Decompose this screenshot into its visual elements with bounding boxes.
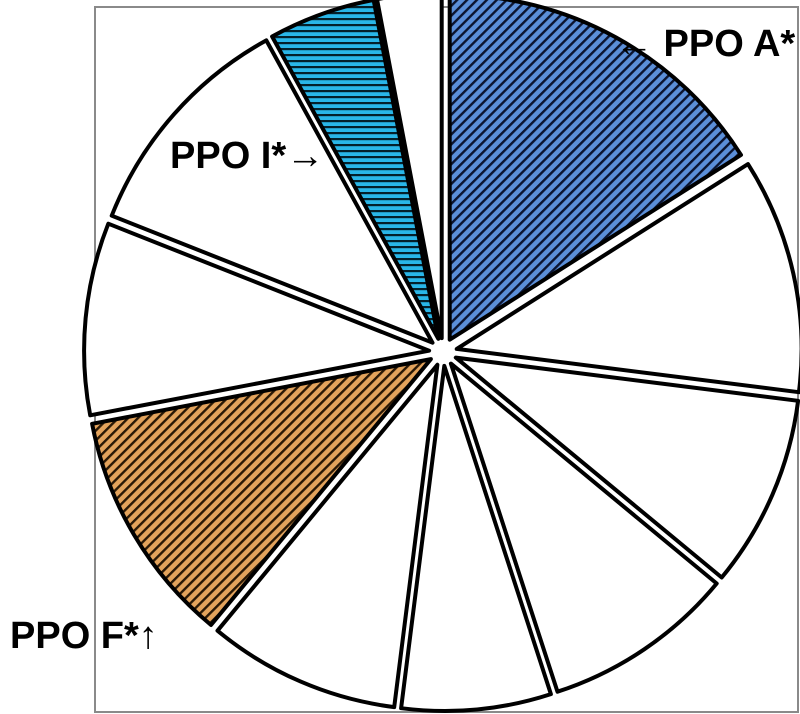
label-ppo-a: ← PPO A* [615, 23, 795, 65]
pie-slice-ppo-f [90, 357, 433, 627]
pie-slice-11 [375, 0, 444, 341]
pie-slice-5 [399, 363, 553, 713]
label-ppo-i: PPO I*→ [170, 135, 324, 177]
pie-slice-3 [453, 355, 800, 580]
pie-slice-8 [82, 221, 432, 418]
pie-slice-ppo-i [270, 0, 441, 341]
pie-slice-ppo-a [447, 0, 743, 342]
pie-slice-4 [448, 361, 719, 694]
label-ppo-f: PPO F*↑ [10, 615, 158, 657]
pie-slice-2 [454, 162, 800, 395]
pie-slice-6 [215, 362, 440, 710]
pie-slice-9 [109, 38, 435, 345]
